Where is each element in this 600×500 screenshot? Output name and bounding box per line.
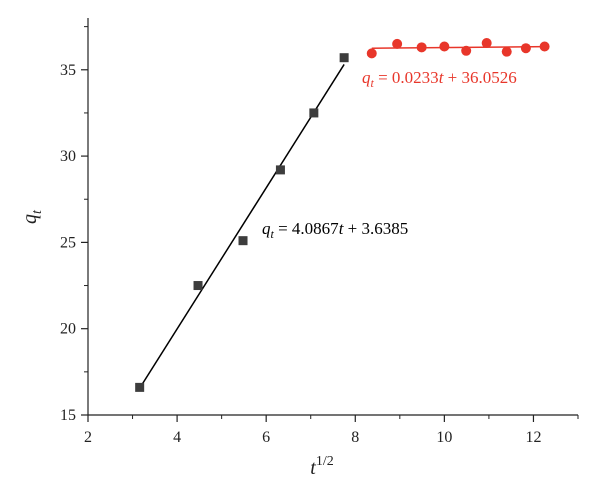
data-point-circle [461,45,472,56]
data-point-square [238,236,248,246]
data-point-square [193,281,203,291]
data-point-circle [539,41,550,52]
equation-linear-fit-2: qt = 0.0233t + 36.0526 [362,68,517,90]
axes: 2 4 6 8 10 12 15 20 25 30 35 [60,18,579,446]
fit-line-1 [139,64,345,389]
data-point-circle [416,42,427,53]
y-tick-label: 35 [60,62,76,79]
fit-line-2 [371,45,545,49]
data-point-circle [481,38,492,49]
fit-lines [139,45,545,389]
x-tick-label: 12 [525,429,541,446]
equation-linear-fit-1: qt = 4.0867t + 3.6385 [262,219,408,241]
x-tick-label: 4 [173,429,181,446]
y-tick-label: 20 [60,321,76,338]
y-tick-label: 30 [60,148,76,165]
data-point-square [339,53,349,63]
data-point-circle [392,38,403,49]
data-points [135,38,550,392]
y-tick-label: 15 [60,407,76,424]
x-axis-title: t1/2 [310,454,333,479]
y-axis-title: qt [19,209,45,224]
data-point-circle [520,43,531,54]
data-point-square [275,165,285,175]
x-tick-label: 10 [436,429,452,446]
data-point-circle [501,46,512,57]
y-tick-label: 25 [60,234,76,251]
data-point-square [135,382,145,392]
x-tick-label: 2 [84,429,92,446]
data-point-square [309,108,319,118]
x-tick-label: 8 [351,429,359,446]
data-point-circle [366,48,377,59]
data-point-circle [439,41,450,52]
x-tick-label: 6 [262,429,270,446]
